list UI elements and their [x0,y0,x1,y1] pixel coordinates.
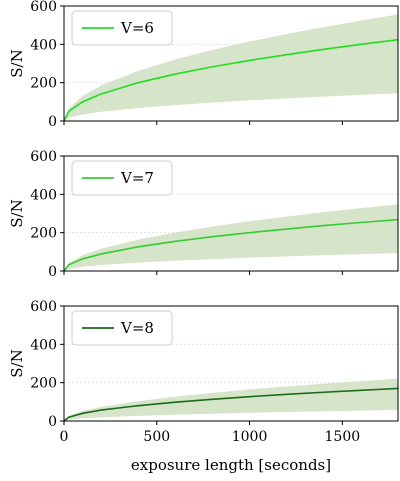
series-line [63,38,399,122]
legend-box [71,310,173,346]
legend-label: V=7 [120,169,154,187]
y-tick-label: 400 [30,187,57,203]
y-tick-label: 0 [48,114,57,130]
x-tick-label: 1000 [232,429,268,445]
y-tick-label: 600 [30,149,57,165]
y-tick-label: 400 [30,337,57,353]
x-tick-label: 500 [143,429,170,445]
axes-frame [63,155,399,272]
y-tick-label: 400 [30,37,57,53]
y-tick-label: 200 [30,226,57,242]
chart-panel-1: 0 200 400 600 S/N V=6 [8,0,399,130]
uncertainty-band [64,204,398,271]
uncertainty-band [64,378,398,421]
legend: V=6 [71,10,173,46]
y-tick-label: 600 [30,299,57,315]
legend-box [71,160,173,196]
y-tick-label: 0 [48,264,57,280]
legend-box [71,10,173,46]
x-tick-label: 1500 [325,429,361,445]
chart-panel-3: 0 200 400 600 0 500 1000 1500 S/N exposure length… [8,299,399,474]
series-line [63,387,399,422]
x-axis-label: exposure length [seconds] [131,456,331,474]
x-tick-label: 0 [60,429,69,445]
series-line [63,218,399,272]
y-axis-label: S/N [8,199,26,227]
y-tick-label: 200 [30,376,57,392]
chart-panel-2: 0 200 400 600 S/N V=7 [8,149,399,280]
uncertainty-band [64,14,398,121]
legend: V=8 [71,310,173,346]
legend-label: V=8 [120,319,154,337]
y-tick-label: 0 [48,414,57,430]
legend-label: V=6 [120,19,154,37]
axes-frame [63,305,399,422]
legend: V=7 [71,160,173,196]
y-tick-label: 600 [30,0,57,15]
axes-frame [63,5,399,122]
y-axis-label: S/N [8,49,26,77]
y-axis-label: S/N [8,349,26,377]
y-tick-label: 200 [30,76,57,92]
